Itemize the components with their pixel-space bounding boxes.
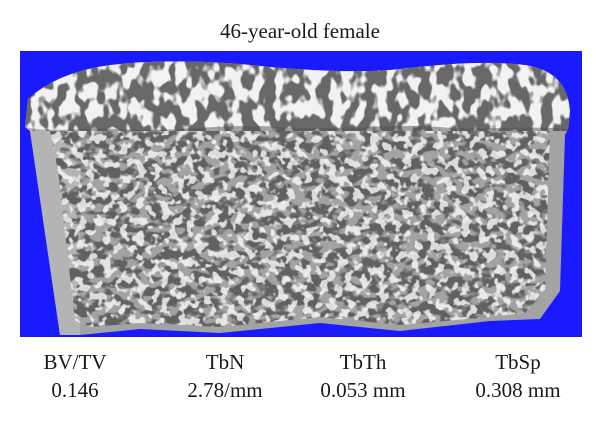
cortical-top-pores	[25, 61, 570, 131]
metric-tbn-value: 2.78/mm	[187, 378, 263, 402]
metric-tbth: TbTh 0.053 mm	[288, 348, 438, 404]
metric-tbsp-label: TbSp	[495, 350, 541, 374]
metric-tbth-value: 0.053 mm	[320, 378, 406, 402]
metric-tbsp-value: 0.308 mm	[475, 378, 561, 402]
metric-bv-tv: BV/TV 0.146	[0, 348, 150, 404]
metric-tbn-label: TbN	[205, 350, 245, 374]
figure-title: 46-year-old female	[220, 19, 380, 43]
metric-bv-tv-label: BV/TV	[43, 350, 107, 374]
metric-tbn: TbN 2.78/mm	[150, 348, 300, 404]
trabecular-bright-speckle	[50, 131, 550, 327]
metric-tbth-label: TbTh	[339, 350, 387, 374]
metric-tbsp: TbSp 0.308 mm	[443, 348, 593, 404]
metric-bv-tv-value: 0.146	[51, 378, 99, 402]
bone-microct-image	[20, 51, 582, 337]
